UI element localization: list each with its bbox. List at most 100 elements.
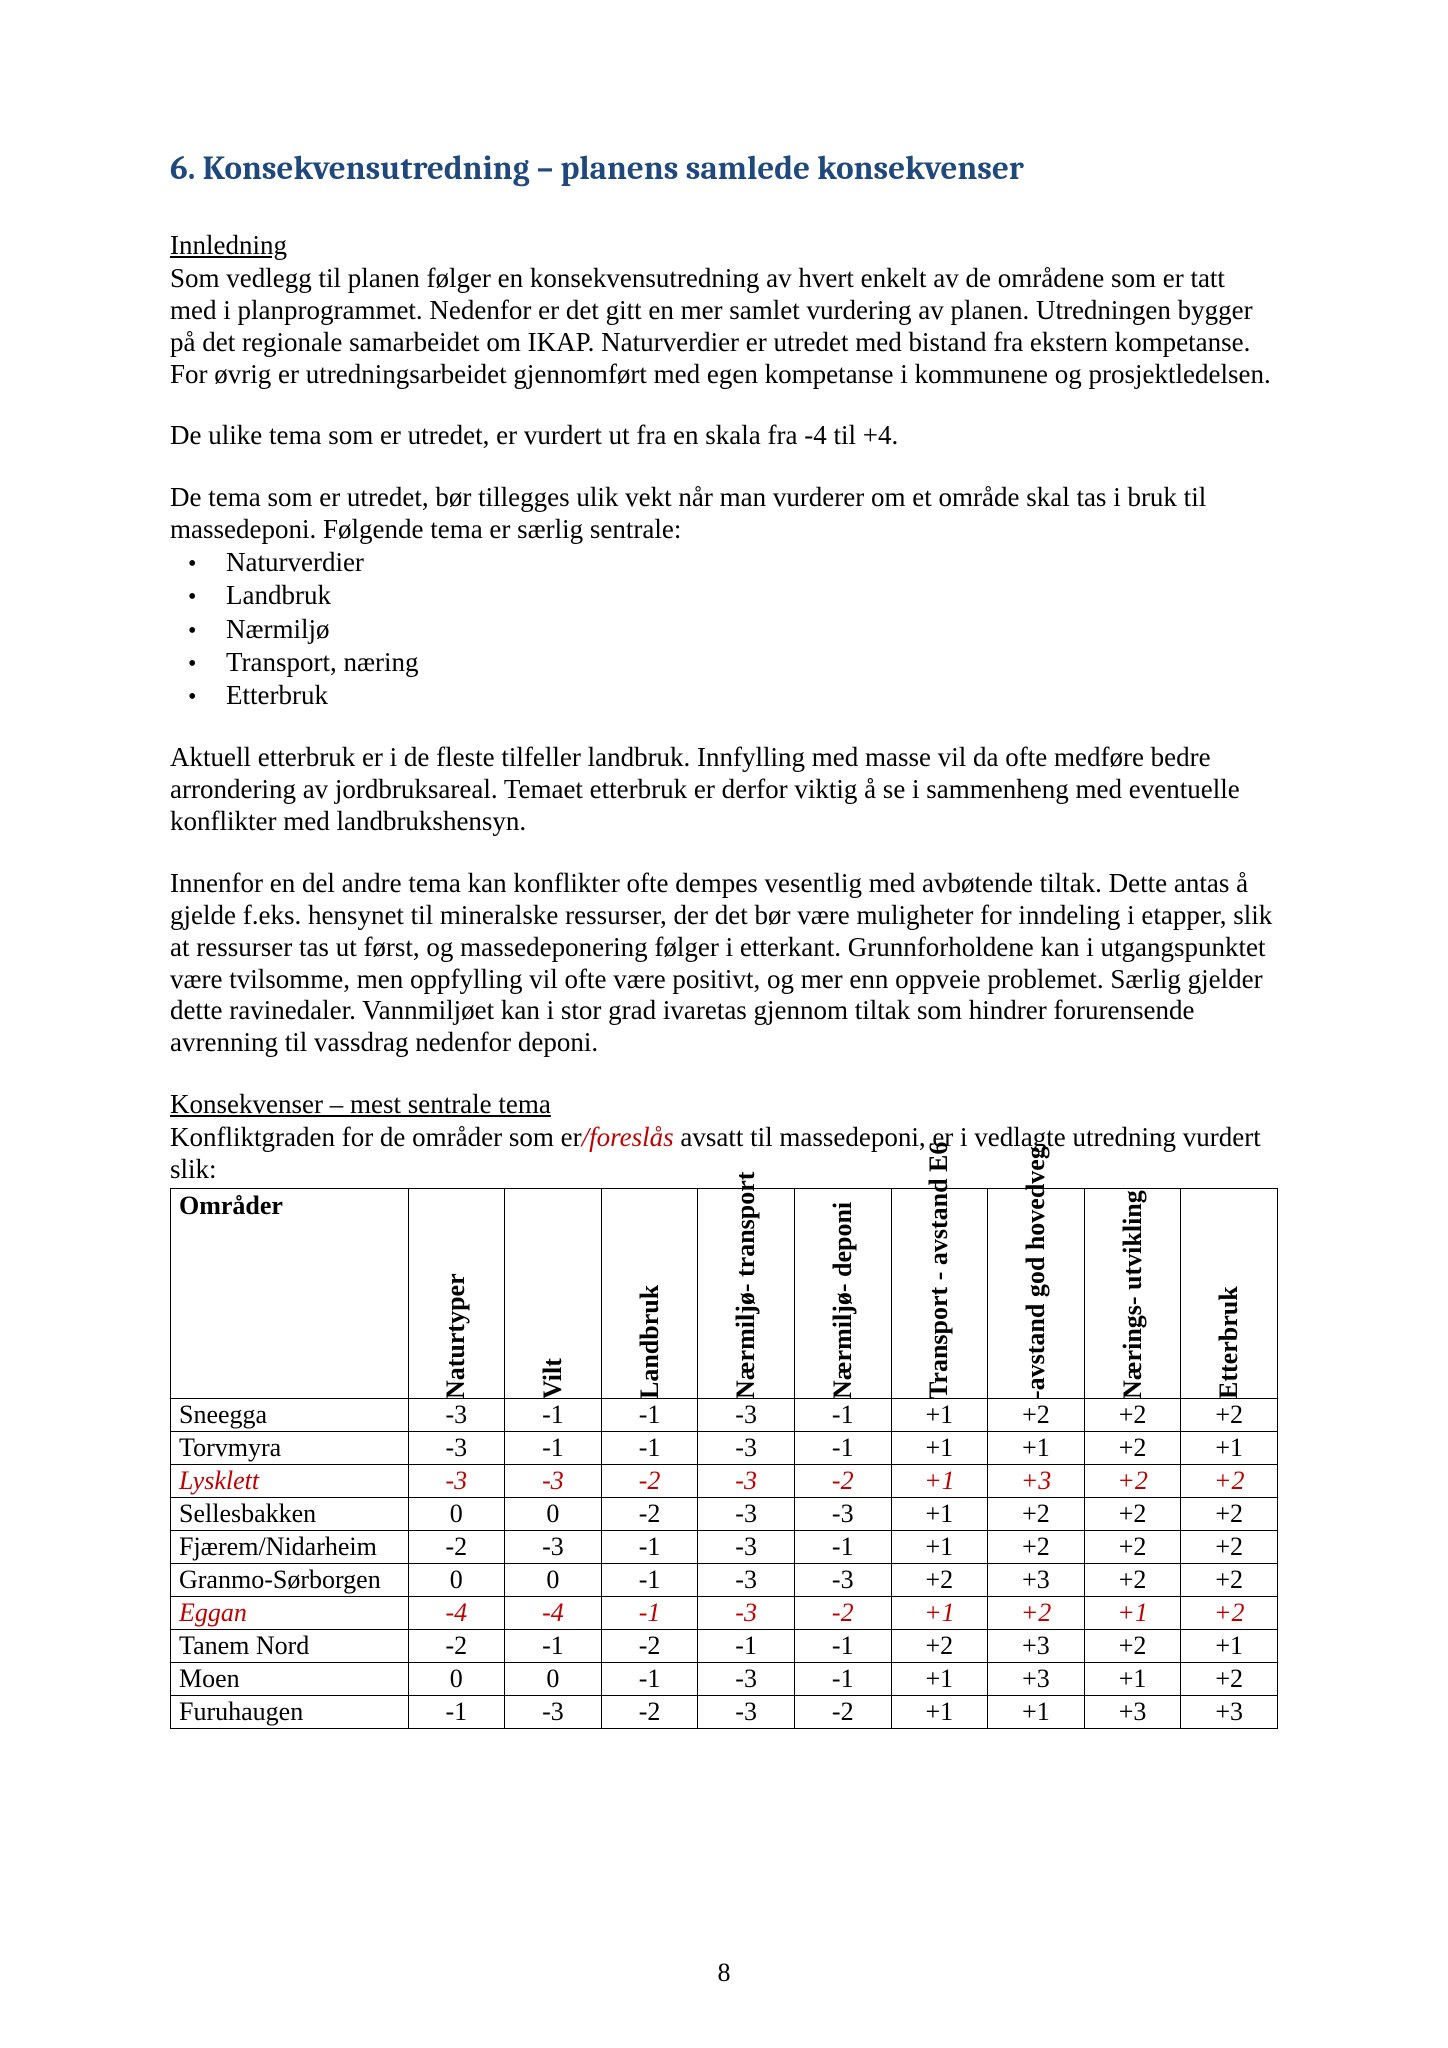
value-cell: 0 — [505, 1662, 602, 1695]
value-cell: 0 — [408, 1662, 505, 1695]
list-item: Landbruk — [226, 579, 1278, 612]
value-cell: -2 — [408, 1629, 505, 1662]
value-cell: +1 — [891, 1530, 988, 1563]
value-cell: -3 — [408, 1464, 505, 1497]
area-name-cell: Eggan — [171, 1596, 409, 1629]
value-cell: 0 — [408, 1563, 505, 1596]
value-cell: -1 — [601, 1431, 698, 1464]
value-cell: +2 — [1084, 1398, 1181, 1431]
value-cell: +2 — [988, 1596, 1085, 1629]
value-cell: +2 — [891, 1563, 988, 1596]
value-cell: -2 — [601, 1464, 698, 1497]
value-cell: -1 — [601, 1596, 698, 1629]
mid-paragraph-2: Innenfor en del andre tema kan konflikte… — [170, 868, 1278, 1059]
area-name-cell: Moen — [171, 1662, 409, 1695]
value-cell: -3 — [505, 1530, 602, 1563]
value-cell: +2 — [1084, 1629, 1181, 1662]
value-cell: +1 — [1084, 1662, 1181, 1695]
value-cell: +2 — [1181, 1497, 1278, 1530]
table-row: Eggan-4-4-1-3-2+1+2+1+2 — [171, 1596, 1278, 1629]
table-row: Sellesbakken00-2-3-3+1+2+2+2 — [171, 1497, 1278, 1530]
value-cell: +1 — [1181, 1629, 1278, 1662]
table-row: Sneegga-3-1-1-3-1+1+2+2+2 — [171, 1398, 1278, 1431]
list-item: Etterbruk — [226, 679, 1278, 712]
value-cell: -1 — [601, 1662, 698, 1695]
value-cell: -2 — [794, 1596, 891, 1629]
value-cell: -1 — [794, 1530, 891, 1563]
value-cell: +1 — [1084, 1596, 1181, 1629]
area-name-cell: Sneegga — [171, 1398, 409, 1431]
value-cell: +1 — [891, 1662, 988, 1695]
table-row: Lysklett-3-3-2-3-2+1+3+2+2 — [171, 1464, 1278, 1497]
value-cell: -1 — [505, 1629, 602, 1662]
value-cell: +2 — [1181, 1563, 1278, 1596]
value-cell: +2 — [1084, 1563, 1181, 1596]
table-row: Tanem Nord-2-1-2-1-1+2+3+2+1 — [171, 1629, 1278, 1662]
value-cell: +3 — [988, 1662, 1085, 1695]
value-cell: +3 — [988, 1464, 1085, 1497]
intro-paragraph-3: De tema som er utredet, bør tillegges ul… — [170, 482, 1278, 546]
value-cell: +2 — [1084, 1497, 1181, 1530]
value-cell: +2 — [1181, 1398, 1278, 1431]
area-name-cell: Torvmyra — [171, 1431, 409, 1464]
value-cell: -1 — [794, 1629, 891, 1662]
section-heading: 6. Konsekvensutredning – planens samlede… — [170, 150, 1278, 188]
table-row: Granmo-Sørborgen00-1-3-3+2+3+2+2 — [171, 1563, 1278, 1596]
value-cell: -1 — [794, 1662, 891, 1695]
value-cell: -2 — [601, 1695, 698, 1728]
area-name-cell: Fjærem/Nidarheim — [171, 1530, 409, 1563]
value-cell: -3 — [408, 1398, 505, 1431]
value-cell: -3 — [698, 1563, 795, 1596]
value-cell: -3 — [698, 1695, 795, 1728]
table-header-col: Vilt — [505, 1188, 602, 1398]
value-cell: -3 — [408, 1431, 505, 1464]
value-cell: -3 — [698, 1530, 795, 1563]
intro-paragraph-1: Som vedlegg til planen følger en konsekv… — [170, 263, 1278, 390]
document-page: 6. Konsekvensutredning – planens samlede… — [0, 0, 1448, 2048]
value-cell: 0 — [408, 1497, 505, 1530]
list-item: Naturverdier — [226, 546, 1278, 579]
area-name-cell: Tanem Nord — [171, 1629, 409, 1662]
value-cell: 0 — [505, 1563, 602, 1596]
value-cell: +2 — [1181, 1530, 1278, 1563]
value-cell: -1 — [408, 1695, 505, 1728]
value-cell: +1 — [891, 1695, 988, 1728]
value-cell: -2 — [794, 1464, 891, 1497]
value-cell: 0 — [505, 1497, 602, 1530]
table-header-col: Landbruk — [601, 1188, 698, 1398]
value-cell: -2 — [601, 1497, 698, 1530]
intro-paragraph-2: De ulike tema som er utredet, er vurdert… — [170, 420, 1278, 452]
table-row: Furuhaugen-1-3-2-3-2+1+1+3+3 — [171, 1695, 1278, 1728]
mid-paragraph-1: Aktuell etterbruk er i de fleste tilfell… — [170, 742, 1278, 838]
table-header-areas: Områder — [171, 1188, 409, 1398]
value-cell: -3 — [698, 1464, 795, 1497]
table-header-row: Områder Naturtyper Vilt Landbruk Nærmilj… — [171, 1188, 1278, 1398]
value-cell: +2 — [891, 1629, 988, 1662]
value-cell: +1 — [891, 1596, 988, 1629]
value-cell: -3 — [698, 1431, 795, 1464]
value-cell: +2 — [988, 1530, 1085, 1563]
consequences-lead: Konfliktgraden for de områder som er/for… — [170, 1122, 1278, 1186]
table-header-col: Nærings- utvikling — [1084, 1188, 1181, 1398]
table-header-col: Nærmiljø- transport — [698, 1188, 795, 1398]
value-cell: -1 — [794, 1431, 891, 1464]
value-cell: -1 — [601, 1530, 698, 1563]
value-cell: -1 — [601, 1563, 698, 1596]
value-cell: -3 — [794, 1497, 891, 1530]
kons-lead-red: /foreslås — [582, 1122, 674, 1152]
value-cell: -1 — [601, 1398, 698, 1431]
table-header-col: -avstand god hovedveg — [988, 1188, 1085, 1398]
area-name-cell: Sellesbakken — [171, 1497, 409, 1530]
value-cell: -1 — [794, 1398, 891, 1431]
value-cell: -2 — [408, 1530, 505, 1563]
area-name-cell: Granmo-Sørborgen — [171, 1563, 409, 1596]
value-cell: -3 — [794, 1563, 891, 1596]
value-cell: +3 — [1084, 1695, 1181, 1728]
area-name-cell: Furuhaugen — [171, 1695, 409, 1728]
area-name-cell: Lysklett — [171, 1464, 409, 1497]
value-cell: -3 — [698, 1398, 795, 1431]
value-cell: +2 — [988, 1497, 1085, 1530]
value-cell: +2 — [1181, 1662, 1278, 1695]
consequences-subheading: Konsekvenser – mest sentrale tema — [170, 1089, 1278, 1120]
page-number: 8 — [0, 1958, 1448, 1988]
